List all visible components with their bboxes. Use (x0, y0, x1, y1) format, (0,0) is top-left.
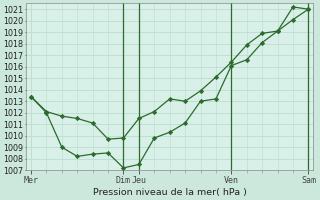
X-axis label: Pression niveau de la mer( hPa ): Pression niveau de la mer( hPa ) (93, 188, 247, 197)
